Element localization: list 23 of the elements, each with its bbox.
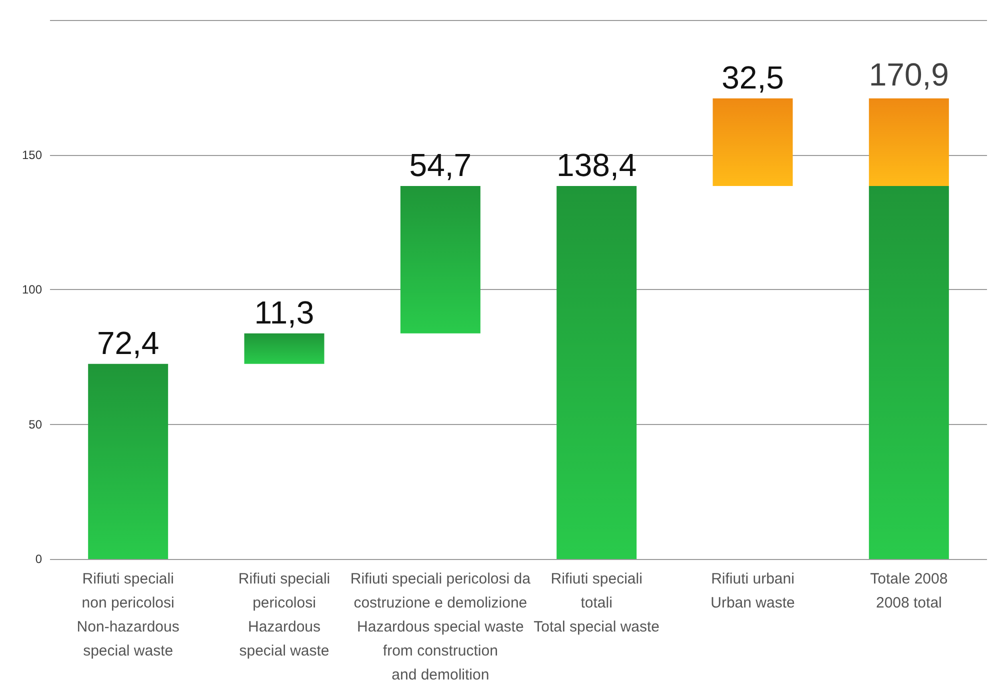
total-label: 170,9 (868, 56, 949, 92)
y-tick-label: 50 (28, 417, 42, 432)
data-label: 11,3 (254, 294, 314, 330)
data-label: 32,5 (722, 59, 784, 96)
y-tick-label: 0 (35, 552, 42, 566)
bar (244, 333, 324, 364)
x-tick-label: Rifiuti speciali pericolosi Hazardous special waste (238, 570, 330, 660)
bar (868, 186, 949, 559)
y-tick-label: 150 (22, 148, 42, 162)
x-tick-label: Totale 2008 2008 total (870, 570, 948, 612)
x-tick-label: Rifiuti urbani Urban waste (710, 570, 795, 612)
bar (88, 364, 168, 559)
bar (712, 98, 793, 186)
data-label: 72,4 (96, 324, 160, 361)
x-tick-label: Rifiuti speciali pericolosi da costruzione e demolizione Hazardous special waste from construction and demolition (350, 570, 532, 684)
x-tick-label: Rifiuti speciali non pericolosi Non-hazardous special waste (76, 570, 180, 660)
data-label: 138,4 (556, 147, 637, 184)
x-tick-label: Rifiuti speciali totali Total special waste (534, 570, 660, 636)
bar (400, 186, 480, 334)
bar (556, 186, 637, 559)
y-tick-label: 100 (22, 282, 42, 296)
data-label: 54,7 (409, 147, 472, 184)
bar (868, 98, 949, 186)
